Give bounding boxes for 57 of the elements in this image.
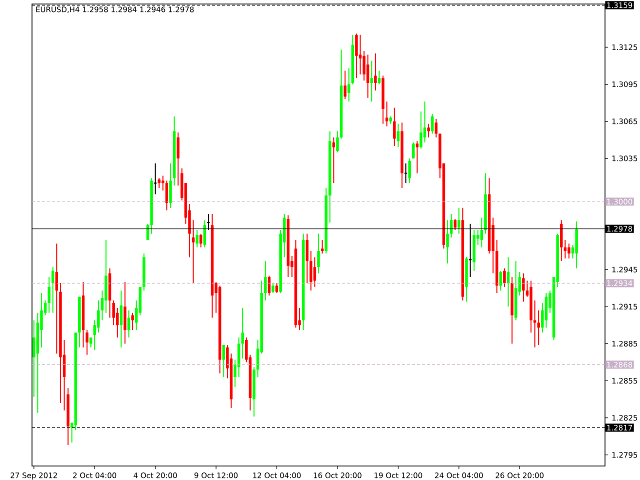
candlestick bbox=[264, 260, 267, 301]
candlestick bbox=[503, 268, 506, 288]
candlestick bbox=[176, 132, 180, 186]
candlestick bbox=[192, 220, 195, 284]
candlestick bbox=[522, 272, 525, 302]
candlestick bbox=[393, 107, 396, 147]
candlestick bbox=[396, 123, 400, 148]
candlestick bbox=[533, 300, 536, 348]
candlestick bbox=[317, 233, 320, 274]
candlestick bbox=[412, 142, 415, 159]
candlestick bbox=[366, 54, 370, 98]
candlestick bbox=[120, 290, 123, 348]
candlestick bbox=[222, 344, 226, 378]
candlestick bbox=[416, 140, 419, 174]
candlestick bbox=[169, 162, 172, 208]
candlestick bbox=[568, 243, 570, 259]
candlestick bbox=[146, 223, 150, 240]
candlestick bbox=[124, 281, 126, 344]
candlestick bbox=[385, 101, 388, 127]
candlestick bbox=[153, 162, 158, 195]
candlestick bbox=[310, 250, 312, 292]
candlestick bbox=[131, 312, 134, 331]
candlestick bbox=[480, 217, 484, 248]
candlestick bbox=[165, 180, 168, 211]
candlestick bbox=[430, 113, 434, 134]
candlestick bbox=[355, 33, 358, 79]
candlestick bbox=[344, 70, 346, 100]
candlestick bbox=[116, 307, 119, 338]
candlestick bbox=[404, 162, 408, 184]
candlestick bbox=[358, 34, 362, 75]
candlestick bbox=[408, 158, 411, 184]
candlestick bbox=[420, 110, 422, 150]
candlestick bbox=[434, 118, 438, 138]
candlestick bbox=[313, 256, 316, 288]
candlestick bbox=[203, 220, 206, 248]
candlestick bbox=[427, 123, 430, 138]
candlestick bbox=[275, 282, 278, 294]
candlestick bbox=[196, 230, 198, 248]
candlestick bbox=[374, 52, 377, 91]
candlestick bbox=[370, 60, 373, 102]
candlestick bbox=[332, 136, 336, 184]
candlestick bbox=[55, 243, 58, 354]
candlestick bbox=[336, 130, 339, 153]
candlestick bbox=[348, 68, 350, 102]
candlestick bbox=[272, 282, 274, 294]
candlestick bbox=[499, 270, 502, 292]
candlestick bbox=[89, 337, 92, 348]
candlestick bbox=[458, 207, 460, 234]
candlestick bbox=[320, 239, 324, 254]
candlestick bbox=[454, 218, 456, 231]
candlestick bbox=[446, 220, 449, 264]
candlestick bbox=[48, 276, 50, 314]
candlestick bbox=[306, 233, 308, 284]
candlestick bbox=[378, 70, 381, 85]
candlestick bbox=[200, 233, 202, 248]
candlestick bbox=[86, 330, 88, 356]
candlestick bbox=[506, 256, 510, 308]
